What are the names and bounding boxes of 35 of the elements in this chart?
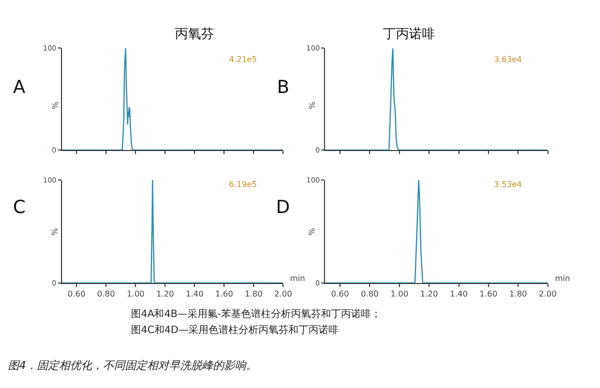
caption: 图4A和4B—采用氟-苯基色谱柱分析丙氧芬和丁丙诺啡； <box>131 308 382 320</box>
annotation: 6.19e5 <box>229 180 257 189</box>
x-tick-label: 1.00 <box>390 289 408 298</box>
annotation: 3.53e4 <box>494 180 522 189</box>
x-tick-label: 1.20 <box>156 289 174 298</box>
y-axis-title: % <box>50 101 60 110</box>
annotation: 3.63e4 <box>494 55 522 64</box>
annotation: B <box>277 77 290 98</box>
text: A <box>13 77 26 98</box>
x-tick-label: 1.40 <box>450 289 468 298</box>
x-tick-label: 1.80 <box>509 289 528 298</box>
chart-title: 丁丙诺啡 <box>383 27 435 42</box>
x-tick-label: 1.80 <box>244 289 263 298</box>
x-tick-label: 0.60 <box>68 289 86 298</box>
x-tick-label: 1.60 <box>215 289 234 298</box>
chart-title: 丙氧芬 <box>175 27 214 42</box>
x-tick-label: 0.80 <box>97 289 115 298</box>
x-tick-label: 2.00 <box>274 289 292 298</box>
x-axis-title: min <box>555 274 570 283</box>
y-axis-title: % <box>308 101 317 110</box>
y-axis-title: % <box>50 228 60 236</box>
caption: 图4C和4D—采用色谱柱分析丙氧芬和丁丙诺啡 <box>131 324 338 336</box>
y-axis-title: % <box>308 227 317 236</box>
x-tick-label: 1.20 <box>420 289 438 298</box>
annotation: 4.21e5 <box>229 55 257 64</box>
caption: 图4．固定相优化，不同固定相对早洗脱峰的影响。 <box>8 359 257 372</box>
text: C <box>13 197 26 218</box>
x-tick-label: 0.60 <box>331 289 349 298</box>
x-tick-label: 0.80 <box>360 289 379 298</box>
x-tick-label: 1.40 <box>186 289 204 298</box>
x-tick-label: 2.00 <box>538 289 557 298</box>
x-tick-label: 1.60 <box>480 289 498 298</box>
x-axis-title: min <box>290 274 306 283</box>
annotation: D <box>276 197 290 218</box>
x-tick-label: 1.00 <box>126 289 145 298</box>
